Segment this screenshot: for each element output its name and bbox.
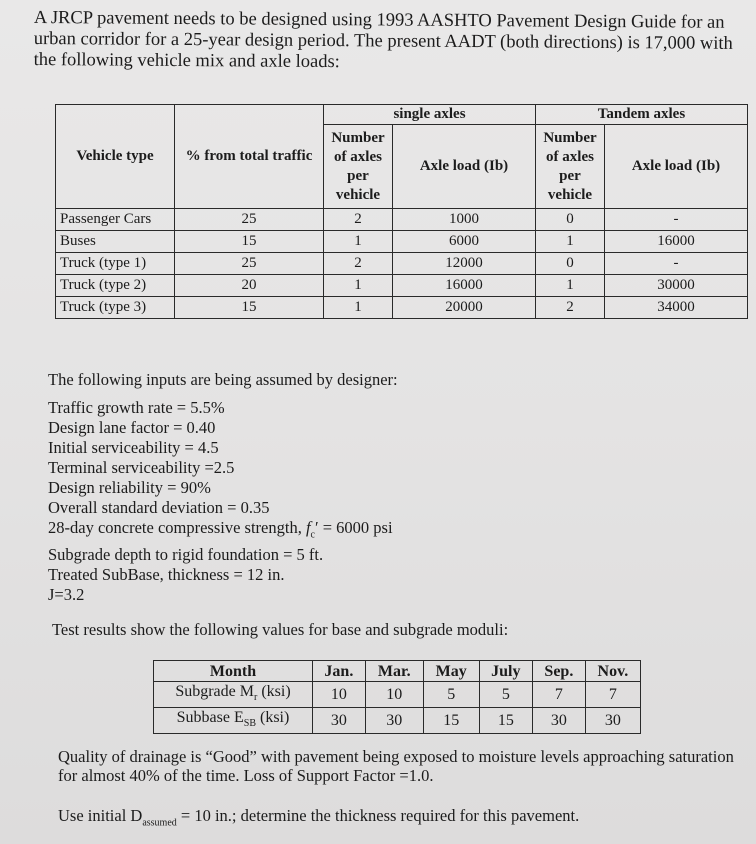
input-item: Design lane factor = 0.40: [48, 418, 216, 437]
subbase-value: 15: [478, 707, 534, 735]
header-single-num: Number of axles per vehicle: [323, 124, 393, 209]
table-cell: Buses: [55, 230, 175, 253]
inputs-lead: The following inputs are being assumed b…: [48, 370, 398, 389]
month-header: Month: [153, 660, 313, 682]
header-tandem-num: Number of axles per vehicle: [535, 124, 605, 209]
table-cell: 1: [535, 274, 605, 297]
moduli-table: Month Jan. Mar. May July Sep. Nov. Subgrade Mr…: [153, 660, 642, 735]
table-row: Truck (type 1) 25 2 12000 0-: [55, 252, 748, 275]
table-cell: 30000: [604, 274, 748, 297]
input-item: Overall standard deviation = 0.35: [48, 498, 270, 517]
input-item: Traffic growth rate = 5.5%: [48, 398, 225, 417]
table-cell: 12000: [392, 252, 536, 275]
month-header: May: [422, 660, 480, 682]
month-header: Sep.: [532, 660, 586, 682]
subbase-value: 30: [584, 707, 642, 735]
input-item: Subgrade depth to rigid foundation = 5 f…: [48, 545, 324, 565]
table-cell: 2: [535, 296, 605, 319]
final-instruction: Use initial Dassumed = 10 in.; determine…: [58, 806, 580, 829]
design-inputs: The following inputs are being assumed b…: [48, 370, 398, 605]
subbase-label: Subbase ESB (ksi): [153, 707, 313, 735]
table-cell: Truck (type 1): [55, 252, 175, 275]
table-cell: -: [604, 208, 748, 231]
table-cell: 20: [174, 274, 324, 297]
table-cell: 25: [174, 252, 324, 275]
table-cell: 16000: [604, 230, 748, 253]
month-header: Jan.: [312, 660, 366, 682]
input-item: Terminal serviceability =2.5: [48, 458, 235, 477]
input-item: J=3.2: [48, 585, 85, 605]
table-cell: 15: [174, 230, 324, 253]
table-row: Passenger Cars 25 2 1000 0-: [55, 208, 748, 231]
table-cell: 20000: [392, 296, 536, 319]
table-cell: 6000: [392, 230, 536, 253]
table-cell: -: [604, 252, 748, 275]
month-header: Mar.: [364, 660, 424, 682]
input-concrete-strength: 28-day concrete compressive strength, fc…: [48, 518, 398, 545]
input-item: Design reliability = 90%: [48, 478, 211, 497]
problem-intro: A JRCP pavement needs to be designed usi…: [33, 8, 733, 73]
month-header: July: [478, 660, 534, 682]
subgrade-value: 5: [478, 680, 534, 709]
table-cell: 0: [535, 252, 605, 275]
header-percent: % from total traffic: [174, 104, 324, 209]
table-cell: 1: [323, 230, 393, 253]
table-cell: 16000: [392, 274, 536, 297]
table-cell: Truck (type 3): [55, 296, 175, 319]
header-vehicle-type: Vehicle type: [55, 104, 175, 209]
table-cell: 34000: [604, 296, 748, 319]
header-tandem-axles: Tandem axles: [535, 104, 748, 125]
month-header: Nov.: [584, 660, 642, 682]
table-cell: 1: [323, 274, 393, 297]
table-cell: 2: [323, 208, 393, 231]
subgrade-value: 10: [364, 680, 424, 709]
test-results-text: Test results show the following values f…: [52, 620, 509, 639]
vehicle-mix-table: Vehicle type % from total traffic single…: [55, 104, 748, 319]
header-single-axles: single axles: [323, 104, 536, 125]
subbase-value: 30: [312, 707, 366, 735]
table-row: Truck (type 3) 15 1 20000 2 34000: [55, 296, 748, 319]
drainage-quality-text: Quality of drainage is “Good” with pavem…: [58, 747, 734, 785]
table-row: Buses 15 1 6000 1 16000: [55, 230, 748, 253]
table-cell: Truck (type 2): [55, 274, 175, 297]
table-cell: 2: [323, 252, 393, 275]
table-row: Truck (type 2) 20 1 16000 1 30000: [55, 274, 748, 297]
input-item: Initial serviceability = 4.5: [48, 438, 219, 457]
subgrade-value: 7: [532, 680, 586, 709]
input-item: Treated SubBase, thickness = 12 in.: [48, 565, 285, 585]
table-cell: 25: [174, 208, 324, 231]
table-cell: 15: [174, 296, 324, 319]
concrete-sub: c: [310, 529, 315, 541]
subbase-value: 30: [364, 707, 424, 735]
header-single-load: Axle load (Ib): [392, 124, 536, 209]
subgrade-value: 10: [312, 680, 366, 709]
subbase-value: 30: [532, 707, 586, 735]
table-cell: 1: [323, 296, 393, 319]
concrete-label: 28-day concrete compressive strength,: [48, 518, 306, 537]
concrete-value: ′ = 6000 psi: [315, 518, 393, 537]
table-cell: 0: [535, 208, 605, 231]
concrete-symbol: f: [305, 518, 311, 537]
table-cell: 1: [535, 230, 605, 253]
subbase-value: 15: [422, 707, 480, 735]
subgrade-label: Subgrade Mr (ksi): [153, 680, 313, 709]
table-cell: 1000: [392, 208, 536, 231]
subgrade-value: 7: [584, 680, 642, 709]
table-cell: Passenger Cars: [55, 208, 175, 231]
subgrade-value: 5: [422, 680, 480, 709]
header-tandem-load: Axle load (Ib): [604, 124, 748, 209]
